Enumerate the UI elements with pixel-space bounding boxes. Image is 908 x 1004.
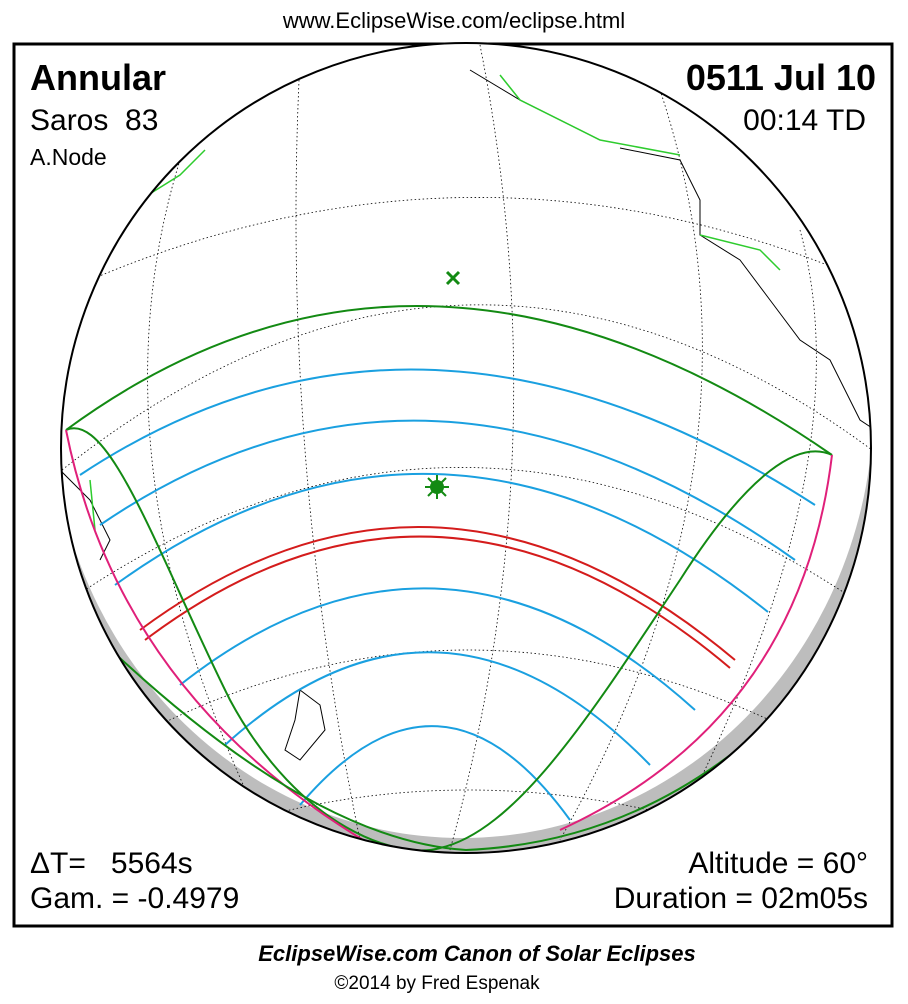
central-line bbox=[139, 526, 736, 661]
penumbral-limit bbox=[65, 305, 833, 456]
limit-curve bbox=[65, 429, 381, 851]
subsolar-point bbox=[445, 270, 461, 286]
footer-title: EclipseWise.com Canon of Solar Eclipses bbox=[258, 941, 696, 966]
magnitude-line bbox=[299, 725, 571, 821]
magnitude-line bbox=[179, 587, 696, 711]
time: 00:14 TD bbox=[743, 104, 866, 137]
url: www.EclipseWise.com/eclipse.html bbox=[282, 8, 625, 33]
eclipse-type: Annular bbox=[30, 57, 166, 98]
globe-outline bbox=[60, 42, 872, 854]
saros: Saros 83 bbox=[30, 104, 158, 137]
magnitude-line bbox=[79, 368, 816, 506]
globe bbox=[61, 43, 871, 853]
greatest-eclipse bbox=[425, 475, 449, 499]
rise-set-curve bbox=[65, 427, 833, 852]
node: A.Node bbox=[30, 144, 107, 170]
duration: Duration = 02m05s bbox=[614, 882, 868, 915]
magnitude-line bbox=[99, 419, 796, 561]
magnitude-line bbox=[114, 472, 769, 613]
date: 0511 Jul 10 bbox=[686, 57, 876, 98]
borders bbox=[89, 74, 781, 531]
altitude: Altitude = 60° bbox=[688, 847, 868, 880]
footer-credit: ©2014 by Fred Espenak bbox=[334, 973, 540, 994]
magnitude-line bbox=[224, 651, 651, 766]
gamma: Gam. = -0.4979 bbox=[30, 882, 239, 915]
delta-t: ΔT= 5564s bbox=[30, 847, 193, 880]
central-line bbox=[144, 535, 731, 669]
limit-curve bbox=[559, 454, 833, 831]
